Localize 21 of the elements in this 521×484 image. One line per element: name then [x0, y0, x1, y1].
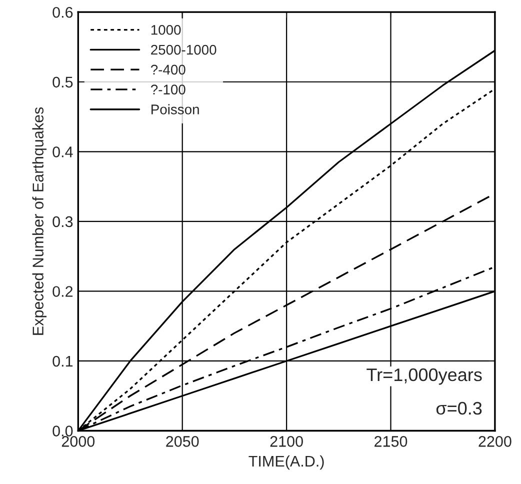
x-tick-label: 2000: [62, 436, 95, 447]
y-tick-label: 0.6: [52, 6, 73, 18]
x-tick-label: 2100: [270, 436, 303, 447]
x-tick-label: 2150: [374, 436, 408, 447]
y-tick-label: 0.5: [52, 76, 73, 88]
legend-label: Poisson: [152, 104, 199, 114]
legend-label: 1000: [151, 24, 181, 35]
annotation: Tr=1,000years: [366, 368, 482, 385]
y-tick-label: 0.0: [52, 426, 73, 436]
y-tick-label: 0.3: [52, 216, 73, 228]
x-axis-title: TIME(A.D.): [248, 455, 324, 470]
legend-label: ?-400: [150, 64, 186, 75]
legend-label: ?-100: [150, 84, 186, 94]
x-tick-label: 2050: [166, 436, 199, 447]
legend-label: 2500-1000: [151, 44, 216, 55]
y-tick-label: 0.1: [52, 356, 73, 367]
y-tick-label: 0.2: [52, 286, 73, 297]
x-tick-label: 2200: [478, 436, 512, 447]
y-tick-label: 0.4: [52, 146, 73, 158]
annotation: σ=0.3: [436, 402, 482, 415]
y-axis-title: Expected Number of Earthquakes: [32, 107, 46, 335]
